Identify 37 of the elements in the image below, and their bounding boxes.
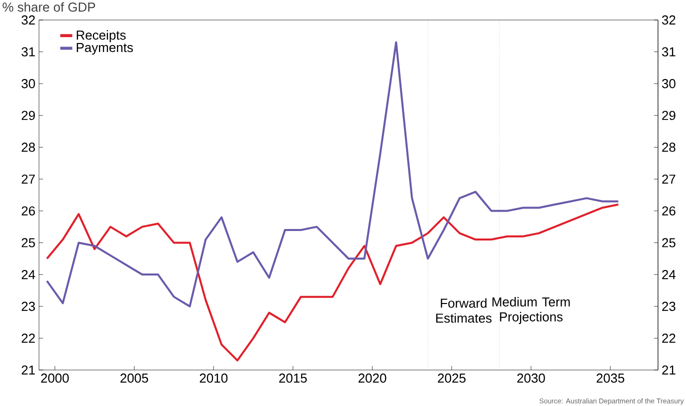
- y-tick-label: 21: [22, 365, 35, 375]
- y-tick-label: 29: [22, 110, 35, 120]
- annotation: Forward Estimates: [436, 298, 492, 323]
- y-tick-label: 26: [22, 206, 35, 216]
- y2-tick-label: 28: [662, 142, 676, 152]
- y-tick-label: 22: [22, 334, 35, 343]
- y2-tick-label: 23: [662, 302, 676, 311]
- y-tick-label: 23: [22, 302, 35, 311]
- y2-tick-label: 22: [662, 334, 676, 343]
- x-tick-label: 2020: [358, 374, 386, 383]
- x-tick-label: 2000: [41, 374, 69, 383]
- y-tick-label: 31: [22, 47, 35, 56]
- x-tick-label: 2035: [596, 374, 624, 383]
- x-tick-label: 2010: [200, 374, 228, 383]
- x-tick-label: 2025: [438, 374, 466, 383]
- y-tick-label: 27: [22, 174, 35, 184]
- x-tick-label: 2005: [120, 374, 148, 383]
- y2-tick-label: 30: [662, 79, 676, 88]
- y2-tick-label: 31: [662, 47, 676, 56]
- y-tick-label: 30: [22, 79, 35, 88]
- y-tick-label: 24: [22, 270, 36, 280]
- y2-tick-label: 24: [662, 270, 676, 280]
- legend-label: Receipts: [76, 30, 126, 42]
- y-tick-label: 28: [22, 142, 35, 152]
- annotation: Medium Term Projections: [492, 296, 570, 324]
- y2-tick-label: 25: [662, 238, 676, 248]
- y2-tick-label: 26: [662, 206, 676, 216]
- x-tick-label: 2015: [279, 374, 307, 383]
- x-tick-label: 2030: [517, 374, 545, 383]
- chart-title: % share of GDP: [2, 2, 96, 12]
- legend-label: Payments: [76, 43, 133, 55]
- y-tick-label: 25: [22, 238, 35, 248]
- y2-tick-label: 21: [662, 365, 676, 375]
- y2-tick-label: 32: [662, 15, 676, 25]
- y-tick-label: 32: [22, 15, 35, 25]
- y2-tick-label: 29: [662, 110, 676, 120]
- y2-tick-label: 27: [662, 174, 676, 184]
